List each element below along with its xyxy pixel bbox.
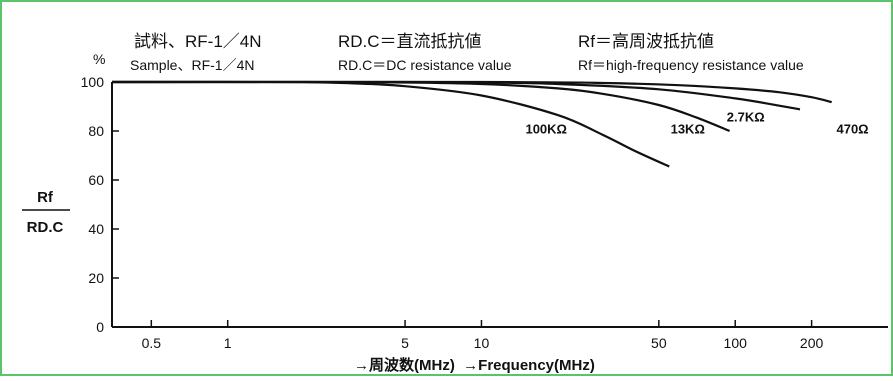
x-tick-label: 0.5 (142, 335, 162, 351)
x-axis-label: →周波数(MHz) →Frequency(MHz) (354, 356, 595, 374)
curves (111, 80, 832, 168)
header-rdc-en: RD.C＝DC resistance value (338, 57, 512, 73)
y-tick-label: 60 (88, 172, 104, 188)
curve-label-100KΩ: 100KΩ (525, 122, 567, 137)
header-rf-jp: Rf＝高周波抵抗値 (578, 32, 714, 51)
y-label-denominator: RD.C (27, 219, 64, 236)
curve-13KΩ (111, 80, 731, 133)
curve-label-2.7KΩ: 2.7KΩ (727, 109, 765, 124)
y-ticks: 0 20 40 60 80 100 (81, 74, 119, 335)
curve-label-13KΩ: 13KΩ (671, 122, 705, 137)
x-tick-label: 100 (724, 335, 748, 351)
curve-label-470Ω: 470Ω (836, 122, 868, 137)
y-tick-label: 0 (96, 319, 104, 335)
header-sample-en: Sample、RF-1／4N (130, 57, 254, 73)
header-rf-en: Rf＝high-frequency resistance value (578, 57, 804, 73)
header-rdc-jp: RD.C＝直流抵抗値 (338, 32, 482, 51)
y-tick-label: 20 (88, 270, 104, 286)
y-tick-label: 100 (81, 74, 105, 90)
curve-100KΩ (112, 80, 670, 168)
x-tick-label: 1 (224, 335, 232, 351)
x-tick-label: 10 (474, 335, 490, 351)
x-tick-label: 5 (401, 335, 409, 351)
y-tick-label: 80 (88, 123, 104, 139)
y-label-numerator: Rf (37, 189, 54, 206)
x-tick-label: 200 (800, 335, 824, 351)
y-tick-label: 40 (88, 221, 104, 237)
x-ticks: 0.5 1 5 10 50 100 200 (142, 320, 824, 351)
curve-labels: 100KΩ 13KΩ 2.7KΩ 470Ω (525, 109, 868, 136)
y-unit: % (93, 51, 105, 67)
x-tick-label: 50 (651, 335, 667, 351)
curve-470Ω (111, 80, 832, 104)
header-sample-jp: 試料、RF-1／4N (134, 32, 262, 51)
